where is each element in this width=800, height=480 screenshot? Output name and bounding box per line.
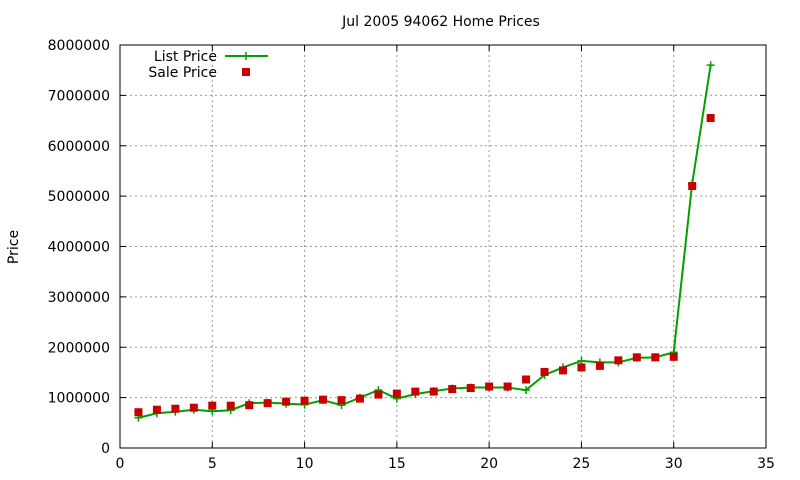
sale-price-point [706, 114, 715, 123]
sale-price-point [688, 182, 697, 191]
sale-price-point [189, 403, 198, 412]
sale-price-point [503, 382, 512, 391]
x-tick-label: 10 [296, 456, 314, 472]
sale-price-point [134, 408, 143, 417]
sale-price-point [558, 366, 567, 375]
sale-price-point [171, 404, 180, 413]
sale-price-point [669, 352, 678, 361]
y-axis-label: Price [6, 230, 22, 264]
list-price-point [522, 386, 531, 395]
sale-price-point [577, 363, 586, 372]
x-tick-label: 25 [573, 456, 591, 472]
sale-price-point [540, 367, 549, 376]
y-tick-label: 0 [101, 441, 110, 457]
x-tick-label: 20 [480, 456, 498, 472]
grid-lines [120, 45, 766, 448]
y-tick-label: 6000000 [48, 139, 110, 155]
sale-price-point [429, 387, 438, 396]
chart-title: Jul 2005 94062 Home Prices [341, 14, 540, 30]
sale-price-point [355, 394, 364, 403]
x-tick-label: 5 [208, 456, 217, 472]
y-tick-label: 4000000 [48, 240, 110, 256]
axis-ticks: 0 5 10 15 20 25 30 35 0 1000000 2000000 3000000 4000… [48, 38, 775, 472]
sale-price-point [651, 353, 660, 362]
sale-price-point [485, 382, 494, 391]
sale-price-point [152, 405, 161, 414]
legend-label-list-price: List Price [154, 49, 217, 65]
sale-price-point [595, 361, 604, 370]
x-tick-label: 35 [757, 456, 775, 472]
x-tick-label: 15 [388, 456, 406, 472]
legend-label-sale-price: Sale Price [148, 65, 217, 81]
legend-square-marker [242, 68, 250, 76]
sale-price-point [282, 397, 291, 406]
y-tick-label: 8000000 [48, 38, 110, 54]
sale-price-point [466, 384, 475, 393]
sale-price-point [614, 356, 623, 365]
sale-price-point [337, 396, 346, 405]
sale-price-point [411, 387, 420, 396]
list-price-line [138, 64, 712, 419]
sale-price-point [245, 401, 254, 410]
series-layer [134, 61, 715, 422]
list-price-point [706, 61, 715, 70]
y-tick-label: 3000000 [48, 290, 110, 306]
sale-price-point [522, 375, 531, 384]
sale-price-point [300, 396, 309, 405]
sale-price-point [226, 401, 235, 410]
y-tick-label: 7000000 [48, 88, 110, 104]
y-tick-label: 5000000 [48, 189, 110, 205]
sale-price-point [208, 401, 217, 410]
sale-price-point [448, 385, 457, 394]
sale-price-point [632, 353, 641, 362]
sale-price-point [263, 399, 272, 408]
y-tick-label: 2000000 [48, 340, 110, 356]
sale-price-point [319, 395, 328, 404]
x-tick-label: 0 [116, 456, 125, 472]
y-tick-label: 1000000 [48, 391, 110, 407]
sale-price-point [392, 389, 401, 398]
sale-price-point [374, 390, 383, 399]
x-tick-label: 30 [665, 456, 683, 472]
